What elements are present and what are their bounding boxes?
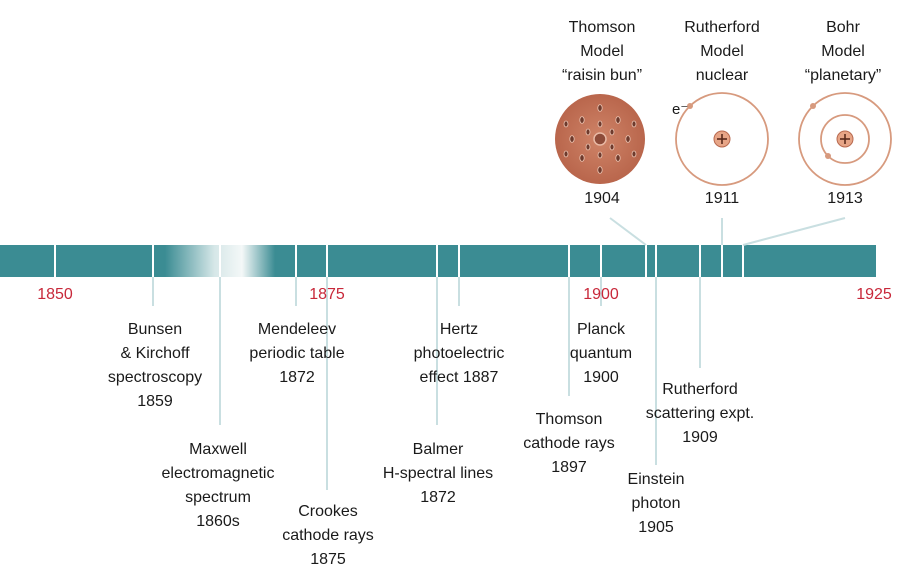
bohr-model-year: 1913 (827, 190, 863, 207)
bohr-planetary-atom-icon (798, 92, 892, 186)
event-einstein: Einstein photon 1905 (627, 471, 685, 536)
axis-year-1875: 1875 (309, 286, 345, 303)
rutherford-model-title: Rutherford Model nuclear (684, 19, 760, 84)
bohr-model-title: Bohr Model “planetary” (804, 19, 882, 84)
thomson-model-year: 1904 (584, 190, 620, 207)
axis-year-1900: 1900 (583, 286, 619, 303)
thomson-model-title: Thomson Model “raisin bun” (561, 19, 643, 84)
event-thomson-cathode: Thomson cathode rays 1897 (523, 411, 615, 476)
model-connectors (609, 217, 846, 246)
event-planck: Planck quantum 1900 (569, 321, 633, 386)
event-mendeleev: Mendeleev periodic table 1872 (249, 321, 345, 386)
bar-ticks (54, 245, 744, 277)
event-balmer: Balmer H-spectral lines 1872 (382, 441, 494, 506)
rutherford-nuclear-atom-icon (675, 92, 769, 186)
axis-year-1925: 1925 (856, 286, 892, 303)
event-connectors (152, 277, 701, 490)
event-bunsen-kirchoff: Bunsen & Kirchoff spectroscopy 1859 (107, 321, 203, 410)
rutherford-model-year: 1911 (704, 190, 740, 207)
event-rutherford-scattering: Rutherford scattering expt. 1909 (645, 381, 755, 446)
event-crookes: Crookes cathode rays 1875 (282, 503, 374, 568)
event-maxwell: Maxwell electromagnetic spectrum 1860s (161, 441, 275, 530)
thomson-raisin-bun-atom-icon (555, 94, 645, 184)
axis-year-1850: 1850 (37, 286, 73, 303)
event-hertz: Hertz photoelectric effect 1887 (413, 321, 505, 386)
electron-label: e⁻ (672, 101, 689, 118)
